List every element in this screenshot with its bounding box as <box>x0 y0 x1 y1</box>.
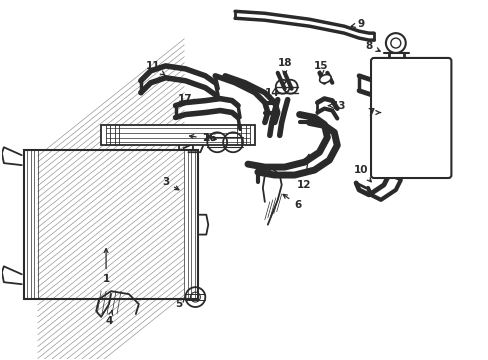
Text: 9: 9 <box>350 19 364 29</box>
Text: 1: 1 <box>102 249 109 284</box>
Text: 4: 4 <box>105 310 113 326</box>
Text: 13: 13 <box>328 100 346 111</box>
Text: 10: 10 <box>353 165 370 182</box>
Bar <box>101 125 254 145</box>
FancyBboxPatch shape <box>370 58 450 178</box>
Text: 6: 6 <box>283 194 301 210</box>
Text: 2: 2 <box>189 133 208 143</box>
Text: 7: 7 <box>366 108 380 117</box>
Ellipse shape <box>319 75 330 83</box>
Text: 14: 14 <box>264 88 279 103</box>
Text: 5: 5 <box>175 298 184 309</box>
Text: 8: 8 <box>365 41 379 51</box>
Text: 11: 11 <box>145 61 165 75</box>
Text: 18: 18 <box>277 58 291 75</box>
Text: 16: 16 <box>203 133 217 143</box>
Bar <box>24 150 198 299</box>
Text: 12: 12 <box>297 154 311 190</box>
Text: 3: 3 <box>162 177 179 190</box>
Text: 17: 17 <box>178 94 198 104</box>
Text: 15: 15 <box>313 61 328 75</box>
